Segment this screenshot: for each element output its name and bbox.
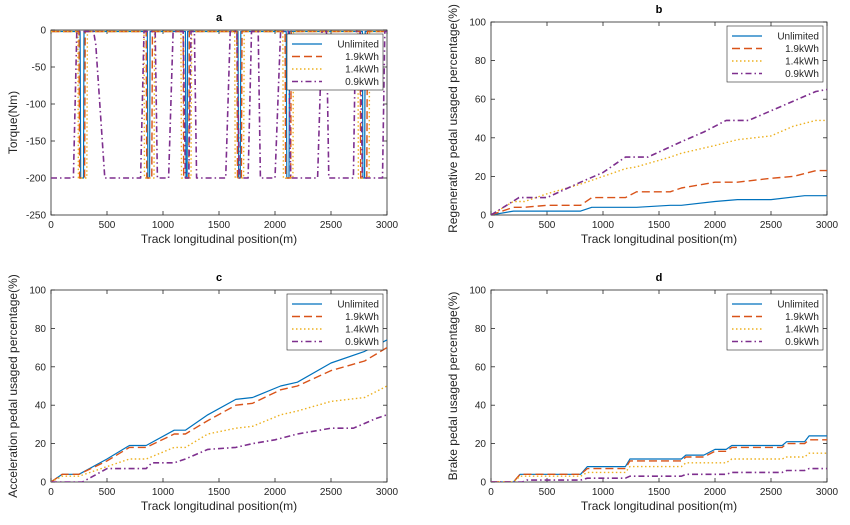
chart-d-x-tick-label: 3000 [816,487,839,498]
chart-c-legend-label: 1.4kWh [345,325,379,336]
chart-c-legend-label: 1.9kWh [345,312,379,323]
chart-d-y-tick-label: 100 [469,286,486,297]
chart-b: 0 500 1000 1500 2000 2500 3000 0 20 40 60 80 100 b Tra… [446,4,839,246]
chart-a-x-tick-label: 1500 [208,220,231,231]
chart-b-x-tick-label: 2500 [760,220,783,231]
chart-a-legend-label: 1.4kWh [345,65,379,76]
chart-c-legend [286,293,384,351]
chart-a-legend [286,33,384,91]
chart-b-x-tick-label: 1500 [648,220,671,231]
chart-a: 0 500 1000 1500 2000 2500 3000 -250 -200 -150 -100… [6,12,399,246]
chart-c-x-axis-label: Track longitudinal position(m) [141,499,297,513]
chart-c-x-tick-label: 1500 [208,487,231,498]
chart-b-x-tick-label: 1000 [592,220,615,231]
chart-a-x-tick-label: 1000 [152,220,175,231]
chart-a-x-tick-label: 500 [99,220,116,231]
chart-c-x-tick-label: 1000 [152,487,175,498]
chart-b-legend-label: 1.9kWh [785,44,819,55]
chart-d-x-tick-label: 0 [488,487,494,498]
chart-d-y-tick-label: 20 [475,439,487,450]
chart-d-y-tick-label: 60 [475,362,487,373]
chart-d-x-tick-label: 500 [539,487,556,498]
chart-c-y-tick-label: 20 [35,439,47,450]
chart-c-x-tick-label: 500 [99,487,116,498]
chart-c-y-tick-label: 80 [35,324,47,335]
chart-a-y-tick-label: 0 [40,26,46,37]
chart-a-x-axis-label: Track longitudinal position(m) [141,232,297,246]
chart-b-legend [726,25,824,83]
chart-d-x-tick-label: 2000 [704,487,727,498]
chart-a-y-axis-label: Torque(Nm) [6,91,20,154]
chart-d-y-tick-label: 0 [480,478,486,489]
chart-b-series-line-0-9kwh [491,88,827,215]
chart-d-legend-label: 0.9kWh [785,337,819,348]
chart-d-y-tick-label: 40 [475,401,487,412]
chart-d-x-tick-label: 2500 [760,487,783,498]
chart-d-series-line-0-9kwh [491,467,827,482]
chart-b-x-tick-label: 3000 [816,220,839,231]
chart-c: 0 500 1000 1500 2000 2500 3000 0 20 40 60 80 100 c Tra… [6,272,399,513]
chart-a-y-tick-label: -50 [32,63,47,74]
chart-c-series-line-1-9kwh [51,346,387,482]
chart-d: 0 500 1000 1500 2000 2500 3000 0 20 40 60 80 100 d Tra… [446,272,839,513]
chart-d-x-axis-label: Track longitudinal position(m) [581,499,737,513]
chart-d-series-line-unlimited [491,435,827,482]
chart-a-legend-label: 1.9kWh [345,52,379,63]
chart-a-title: a [216,12,223,24]
chart-b-x-tick-label: 0 [488,220,494,231]
chart-d-legend [726,293,824,351]
chart-c-title: c [216,272,222,284]
chart-c-y-tick-label: 100 [29,286,46,297]
chart-d-legend-label: 1.4kWh [785,325,819,336]
chart-c-legend-label: Unlimited [337,300,379,311]
chart-b-y-tick-label: 20 [475,172,487,183]
chart-a-x-tick-label: 0 [48,220,54,231]
chart-a-y-tick-label: -200 [26,174,46,185]
chart-b-legend-label: 0.9kWh [785,69,819,80]
chart-b-x-tick-label: 2000 [704,220,727,231]
chart-d-series-line-1-9kwh [491,439,827,482]
chart-c-x-tick-label: 3000 [376,487,399,498]
chart-a-legend-label: Unlimited [337,40,379,51]
chart-b-y-tick-label: 60 [475,95,487,106]
chart-a-x-tick-label: 3000 [376,220,399,231]
chart-c-series-line-0-9kwh [51,414,387,482]
chart-b-title: b [656,4,663,16]
chart-d-title: d [656,272,663,284]
chart-d-x-tick-label: 1500 [648,487,671,498]
chart-c-series-line-1-4kwh [51,385,387,482]
chart-a-y-tick-label: -100 [26,100,46,111]
chart-d-legend-label: Unlimited [777,300,819,311]
chart-d-legend-label: 1.9kWh [785,312,819,323]
chart-b-y-tick-label: 40 [475,133,487,144]
chart-c-y-tick-label: 0 [40,478,46,489]
chart-c-y-tick-label: 40 [35,401,47,412]
chart-d-y-tick-label: 80 [475,324,487,335]
chart-a-y-tick-label: -250 [26,211,46,222]
chart-c-x-tick-label: 0 [48,487,54,498]
chart-c-legend-label: 0.9kWh [345,337,379,348]
chart-b-x-tick-label: 500 [539,220,556,231]
chart-b-y-tick-label: 80 [475,56,487,67]
chart-b-legend-label: 1.4kWh [785,57,819,68]
chart-a-x-tick-label: 2500 [320,220,343,231]
chart-a-legend-label: 0.9kWh [345,77,379,88]
chart-d-y-axis-label: Brake pedal usaged percentage(%) [446,292,460,481]
chart-a-y-tick-label: -150 [26,137,46,148]
chart-b-x-axis-label: Track longitudinal position(m) [581,232,737,246]
chart-c-y-tick-label: 60 [35,362,47,373]
chart-c-series-line-unlimited [51,339,387,482]
chart-d-x-tick-label: 1000 [592,487,615,498]
chart-b-y-tick-label: 100 [469,18,486,29]
chart-c-x-tick-label: 2500 [320,487,343,498]
chart-a-series-line-0-9kwh [51,30,387,179]
chart-b-y-axis-label: Regenerative pedal usaged percentage(%) [446,4,460,233]
chart-b-y-tick-label: 0 [480,211,486,222]
chart-b-series-line-unlimited [491,195,827,215]
chart-b-legend-label: Unlimited [777,32,819,43]
chart-a-x-tick-label: 2000 [264,220,287,231]
chart-c-x-tick-label: 2000 [264,487,287,498]
chart-c-y-axis-label: Acceleration pedal usaged percentage(%) [6,274,20,497]
